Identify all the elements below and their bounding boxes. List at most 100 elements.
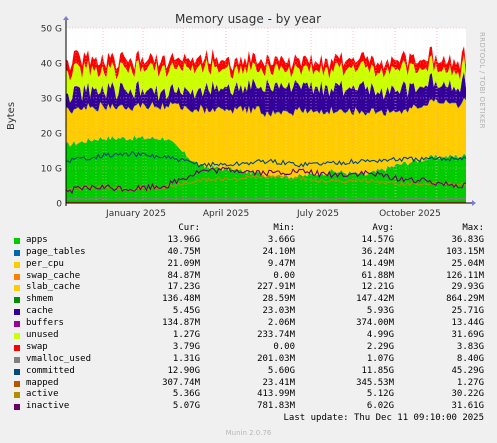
legend-header-min: Min: xyxy=(273,223,295,233)
legend-avg-value: 12.21G xyxy=(361,282,394,293)
legend-cur-value: 13.96G xyxy=(167,234,200,245)
legend-min-value: 413.99M xyxy=(257,389,295,400)
munin-version: Munin 2.0.76 xyxy=(225,429,272,437)
legend-row-buffers: buffers 134.87M 2.06M 374.00M 13.44G xyxy=(12,318,484,330)
grid-layer xyxy=(66,27,466,203)
legend-max-value: 31.61G xyxy=(451,401,484,412)
legend-rows: apps 13.96G 3.66G 14.57G 36.83G page_tables 40… xyxy=(12,235,484,413)
legend-max-value: 25.71G xyxy=(451,306,484,317)
legend-row-swap-cache: swap_cache 84.87M 0.00 61.88M 126.11M xyxy=(12,271,484,283)
line-layer xyxy=(65,150,467,203)
line-committed xyxy=(65,150,467,168)
legend-row-shmem: shmem 136.48M 28.59M 147.42M 864.29M xyxy=(12,294,484,306)
legend-name: swap_cache xyxy=(26,270,81,281)
x-axis-arrow xyxy=(472,200,476,206)
legend-min-value: 227.91M xyxy=(257,282,295,293)
y-tick-label: 50 G xyxy=(41,25,62,35)
legend-name: shmem xyxy=(26,294,54,305)
legend-cur-value: 17.23G xyxy=(167,282,200,293)
legend-max-value: 45.29G xyxy=(451,365,484,376)
legend-cur-value: 136.48M xyxy=(162,294,200,305)
legend-name: per_cpu xyxy=(26,258,64,269)
legend-min-value: 23.03M xyxy=(262,306,295,317)
legend-max-value: 8.40G xyxy=(456,353,484,364)
axis-layer: 0 10 G 20 G 30 G 40 G 50 G January 2025 April 2… xyxy=(41,16,476,219)
legend-swatch xyxy=(14,273,20,280)
legend-min-value: 3.66G xyxy=(267,234,295,245)
legend-max-value: 29.93G xyxy=(451,282,484,293)
legend-row-apps: apps 13.96G 3.66G 14.57G 36.83G xyxy=(12,235,484,247)
x-tick-label: April 2025 xyxy=(203,209,249,219)
legend-name: vmalloc_used xyxy=(26,353,92,364)
legend-swatch xyxy=(14,285,20,292)
legend-name: apps xyxy=(26,234,48,245)
legend-name: committed xyxy=(26,365,75,376)
legend-swatch xyxy=(14,237,20,244)
legend-max-value: 1.27G xyxy=(456,377,484,388)
legend-min-value: 28.59M xyxy=(262,294,295,305)
legend-row-cache: cache 5.45G 23.03M 5.93G 25.71G xyxy=(12,306,484,318)
legend-min-value: 201.03M xyxy=(257,353,295,364)
legend-max-value: 30.22G xyxy=(451,389,484,400)
legend-min-value: 0.00 xyxy=(273,270,295,281)
legend-row-swap: swap 3.79G 0.00 2.29G 3.83G xyxy=(12,342,484,354)
y-tick-label: 10 G xyxy=(41,165,62,175)
legend-swatch xyxy=(14,404,20,411)
legend-max-value: 36.83G xyxy=(451,234,484,245)
legend-avg-value: 147.42M xyxy=(356,294,394,305)
legend-name: buffers xyxy=(26,318,64,329)
legend-cur-value: 40.75M xyxy=(167,246,200,257)
legend-min-value: 5.60G xyxy=(267,365,295,376)
legend-avg-value: 14.57G xyxy=(361,234,394,245)
legend-cur-value: 21.09M xyxy=(167,258,200,269)
area-shmem xyxy=(66,97,466,118)
legend-swatch xyxy=(14,297,20,304)
legend-avg-value: 5.93G xyxy=(366,306,394,317)
legend-swatch xyxy=(14,392,20,399)
legend-swatch xyxy=(14,309,20,316)
legend-row-per-cpu: per_cpu 21.09M 9.47M 14.49M 25.04M xyxy=(12,259,484,271)
legend-row-active: active 5.36G 413.99M 5.12G 30.22G xyxy=(12,389,484,401)
legend-swatch xyxy=(14,321,20,328)
y-tick-label: 20 G xyxy=(41,130,62,140)
legend-min-value: 233.74M xyxy=(257,330,295,341)
legend-swatch xyxy=(14,344,20,351)
legend-min-value: 23.41M xyxy=(262,377,295,388)
legend-min-value: 2.06M xyxy=(267,318,295,329)
rrdtool-credit: RRDTOOL / TOBI OETIKER xyxy=(478,32,486,129)
legend-row-mapped: mapped 307.74M 23.41M 345.53M 1.27G xyxy=(12,378,484,390)
legend-avg-value: 6.02G xyxy=(366,401,394,412)
y-tick-label: 30 G xyxy=(41,95,62,105)
legend-row-page-tables: page_tables 40.75M 24.10M 36.24M 103.15M xyxy=(12,247,484,259)
legend-name: mapped xyxy=(26,377,59,388)
legend-name: active xyxy=(26,389,59,400)
legend-avg-value: 4.99G xyxy=(366,330,394,341)
legend-avg-value: 14.49M xyxy=(361,258,394,269)
legend-max-value: 3.83G xyxy=(456,341,484,352)
area-swap xyxy=(66,46,466,81)
line-vmalloc-used xyxy=(65,197,467,200)
y-axis-label: Bytes xyxy=(6,102,17,130)
y-tick-label: 40 G xyxy=(41,60,62,70)
legend-swatch xyxy=(14,380,20,387)
legend-max-value: 13.44G xyxy=(451,318,484,329)
legend-avg-value: 345.53M xyxy=(356,377,394,388)
legend-swatch xyxy=(14,356,20,363)
legend-max-value: 103.15M xyxy=(446,246,484,257)
legend-avg-value: 11.85G xyxy=(361,365,394,376)
legend-swatch xyxy=(14,261,20,268)
legend-name: inactive xyxy=(26,401,70,412)
x-tick-label: October 2025 xyxy=(379,209,441,219)
legend-cur-value: 1.27G xyxy=(172,330,200,341)
legend-max-value: 31.69G xyxy=(451,330,484,341)
legend-row-vmalloc-used: vmalloc_used 1.31G 201.03M 1.07G 8.40G xyxy=(12,354,484,366)
x-tick-label: January 2025 xyxy=(105,209,166,219)
legend-avg-value: 2.29G xyxy=(366,341,394,352)
legend-max-value: 25.04M xyxy=(451,258,484,269)
legend-min-value: 9.47M xyxy=(267,258,295,269)
legend-name: page_tables xyxy=(26,246,86,257)
legend-swatch xyxy=(14,333,20,340)
legend: Cur: Min: Avg: Max: apps 13.96G 3.66G 14.57… xyxy=(12,223,484,413)
y-tick-label: 0 xyxy=(56,200,62,210)
legend-min-value: 781.83M xyxy=(257,401,295,412)
